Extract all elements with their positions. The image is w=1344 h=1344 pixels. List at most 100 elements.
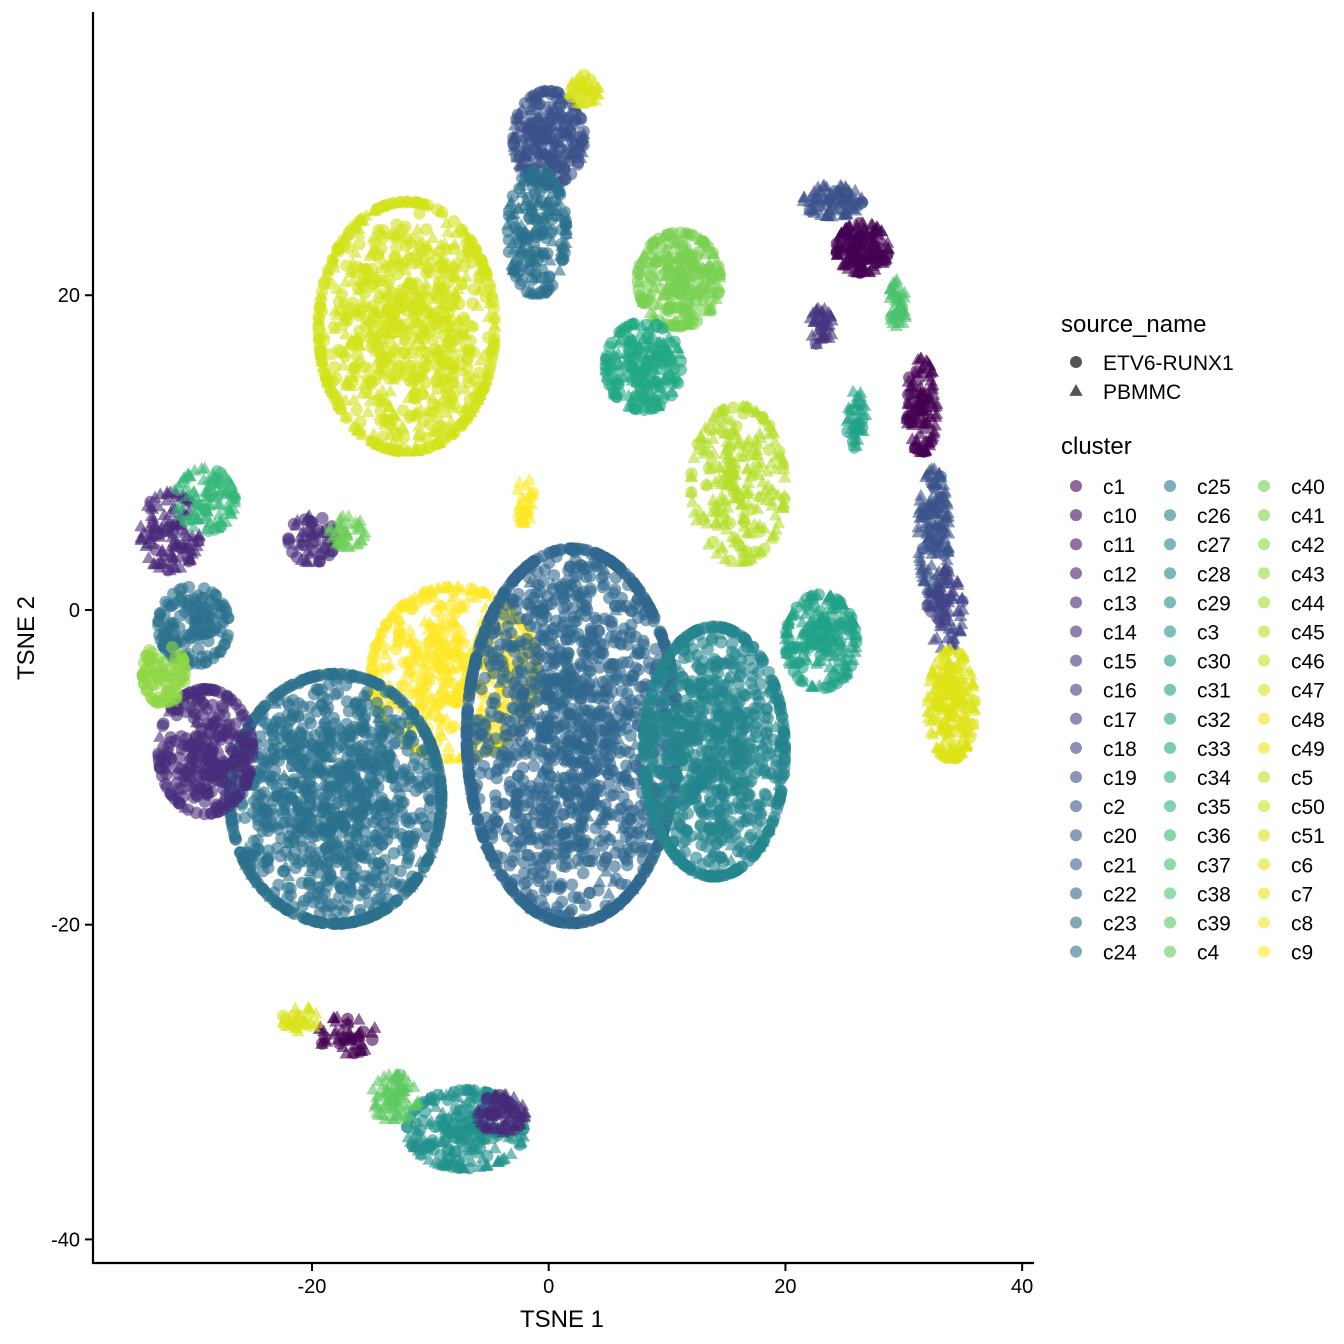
scatter-point bbox=[436, 650, 449, 663]
scatter-point bbox=[430, 344, 444, 357]
scatter-point bbox=[437, 580, 451, 593]
scatter-point bbox=[391, 893, 404, 907]
scatter-point bbox=[251, 707, 265, 721]
scatter-point bbox=[286, 754, 300, 767]
scatter-point bbox=[296, 841, 309, 854]
scatter-point bbox=[445, 428, 458, 441]
scatter-point bbox=[325, 838, 339, 852]
scatter-point bbox=[531, 194, 545, 207]
scatter-point bbox=[229, 832, 242, 845]
scatter-point bbox=[461, 344, 475, 357]
scatter-point bbox=[514, 278, 527, 291]
scatter-point bbox=[557, 808, 570, 821]
scatter-point bbox=[423, 665, 438, 678]
scatter-point bbox=[302, 877, 316, 890]
scatter-point bbox=[752, 489, 766, 502]
scatter-point bbox=[439, 290, 453, 303]
scatter-point bbox=[327, 256, 341, 269]
scatter-point bbox=[334, 667, 347, 681]
scatter-point bbox=[408, 671, 422, 684]
scatter-point bbox=[400, 194, 414, 207]
scatter-point bbox=[393, 612, 407, 625]
scatter-point bbox=[358, 709, 372, 723]
scatter-point bbox=[337, 346, 351, 359]
scatter-point bbox=[391, 794, 404, 807]
scatter-point bbox=[555, 895, 569, 908]
scatter-point bbox=[410, 315, 425, 328]
scatter-point bbox=[436, 300, 450, 313]
scatter-point bbox=[418, 725, 432, 739]
scatter-point bbox=[391, 267, 404, 281]
scatter-point bbox=[392, 287, 406, 301]
scatter-point bbox=[647, 236, 660, 249]
scatter-point bbox=[692, 261, 705, 274]
scatter-point bbox=[666, 227, 679, 240]
scatter-point bbox=[647, 298, 660, 312]
scatter-point bbox=[510, 222, 524, 235]
scatter-point bbox=[732, 432, 746, 445]
scatter-point bbox=[361, 405, 375, 417]
scatter-point bbox=[542, 283, 555, 296]
scatter-point bbox=[419, 647, 434, 660]
scatter-point bbox=[423, 583, 438, 596]
scatter-point bbox=[654, 354, 669, 367]
scatter-point bbox=[383, 372, 396, 385]
scatter-point bbox=[410, 254, 424, 267]
scatter-point bbox=[529, 220, 543, 233]
scatter-point bbox=[374, 404, 387, 417]
scatter-point bbox=[354, 808, 368, 822]
scatter-point bbox=[423, 265, 436, 279]
scatter-point bbox=[298, 894, 311, 907]
scatter-point bbox=[466, 400, 481, 413]
scatter-point bbox=[395, 419, 409, 432]
scatter-point bbox=[714, 477, 728, 489]
scatter-point bbox=[378, 618, 393, 631]
scatter-point bbox=[270, 782, 284, 795]
scatter-point bbox=[262, 889, 275, 902]
scatter-point bbox=[402, 657, 415, 670]
scatter-point bbox=[644, 288, 657, 302]
scatter-point bbox=[513, 244, 527, 257]
scatter-point bbox=[372, 757, 385, 771]
scatter-point bbox=[381, 807, 395, 820]
scatter-point bbox=[738, 512, 752, 525]
scatter-point bbox=[613, 326, 626, 339]
scatter-point bbox=[741, 497, 756, 510]
cluster-group-5 bbox=[631, 226, 727, 333]
cluster-group-7 bbox=[684, 399, 792, 568]
scatter-point bbox=[366, 815, 380, 829]
scatter-point bbox=[567, 571, 580, 584]
scatter-point bbox=[702, 304, 716, 317]
scatter-point bbox=[704, 296, 717, 309]
scatter-point bbox=[539, 148, 553, 161]
scatter-point bbox=[415, 234, 429, 247]
scatter-point bbox=[240, 860, 254, 874]
scatter-point bbox=[432, 659, 445, 673]
scatter-point bbox=[335, 288, 348, 301]
scatter-point bbox=[515, 186, 530, 198]
scatter-point bbox=[656, 340, 671, 353]
scatter-point bbox=[448, 260, 462, 272]
scatter-point bbox=[436, 206, 449, 219]
scatter-point bbox=[355, 386, 369, 399]
scatter-point bbox=[762, 443, 776, 456]
scatter-point bbox=[750, 405, 764, 418]
scatter-point bbox=[354, 305, 367, 319]
scatter-point bbox=[776, 500, 790, 513]
scatter-point bbox=[693, 232, 707, 245]
scatter-point bbox=[502, 245, 516, 259]
scatter-point bbox=[363, 896, 376, 909]
scatter-point bbox=[447, 398, 460, 411]
scatter-point bbox=[229, 812, 242, 825]
scatter-point bbox=[474, 700, 489, 712]
scatter-point bbox=[282, 869, 296, 882]
scatter-point bbox=[358, 296, 372, 308]
scatter-point bbox=[665, 385, 679, 397]
scatter-point bbox=[602, 886, 616, 899]
scatter-point bbox=[421, 820, 434, 833]
scatter-point bbox=[330, 307, 344, 320]
scatter-point bbox=[558, 163, 571, 177]
scatter-point bbox=[487, 330, 502, 343]
scatter-point bbox=[508, 143, 522, 156]
scatter-point bbox=[387, 826, 400, 840]
